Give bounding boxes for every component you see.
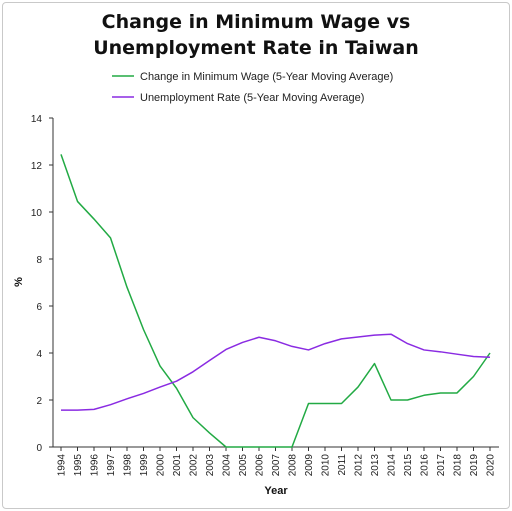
x-tick-label: 2016 [420, 454, 431, 477]
x-tick-label: 2013 [370, 454, 381, 477]
legend-label-minimum-wage: Change in Minimum Wage (5-Year Moving Av… [140, 71, 393, 83]
y-tick-label: 2 [36, 396, 42, 407]
series-lines [60, 154, 491, 448]
y-axis-ticks: 0 2 4 6 8 10 12 14 [31, 114, 53, 454]
chart-title-line-2: Unemployment Rate in Taiwan [93, 37, 419, 59]
x-tick-label: 2009 [304, 454, 315, 477]
series-line-minimum-wage [60, 154, 491, 448]
x-tick-label: 2020 [486, 454, 497, 477]
y-tick-label: 10 [31, 208, 43, 219]
x-tick-label: 2007 [271, 454, 282, 477]
axes [52, 118, 499, 448]
x-axis-ticks: 1994 1995 1996 1997 1998 1999 2000 2001 2002 2003… [57, 447, 497, 476]
x-tick-label: 2003 [205, 454, 216, 477]
x-tick-label: 2000 [156, 454, 167, 477]
x-tick-label: 1999 [139, 454, 150, 477]
x-tick-label: 2019 [469, 454, 480, 477]
x-tick-label: 1997 [106, 454, 117, 477]
x-tick-label: 2010 [321, 454, 332, 477]
chart-title-line-1: Change in Minimum Wage vs [102, 11, 411, 33]
x-axis-label: Year [264, 485, 288, 497]
x-tick-label: 2001 [172, 454, 183, 477]
x-tick-label: 2008 [288, 454, 299, 477]
x-tick-label: 2017 [436, 454, 447, 477]
y-tick-label: 6 [36, 302, 42, 313]
legend: Change in Minimum Wage (5-Year Moving Av… [112, 71, 393, 104]
x-tick-label: 2018 [453, 454, 464, 477]
y-tick-label: 0 [36, 443, 42, 454]
x-tick-label: 2005 [238, 454, 249, 477]
x-tick-label: 2004 [222, 454, 233, 477]
x-tick-label: 2012 [354, 454, 365, 477]
series-line-unemployment [61, 333, 491, 411]
x-tick-label: 2002 [189, 454, 200, 477]
y-tick-label: 14 [31, 114, 43, 125]
y-axis-label: % [13, 277, 25, 287]
legend-label-unemployment: Unemployment Rate (5-Year Moving Average… [140, 92, 364, 104]
x-tick-label: 1998 [123, 454, 134, 477]
x-tick-label: 2015 [403, 454, 414, 477]
y-tick-label: 4 [36, 349, 42, 360]
y-tick-label: 12 [31, 161, 43, 172]
x-tick-label: 2014 [387, 454, 398, 477]
x-tick-label: 1996 [90, 454, 101, 477]
x-tick-label: 1994 [57, 454, 68, 477]
y-tick-label: 8 [36, 255, 42, 266]
x-tick-label: 1995 [73, 454, 84, 477]
x-tick-label: 2011 [337, 454, 348, 476]
x-tick-label: 2006 [255, 454, 266, 477]
